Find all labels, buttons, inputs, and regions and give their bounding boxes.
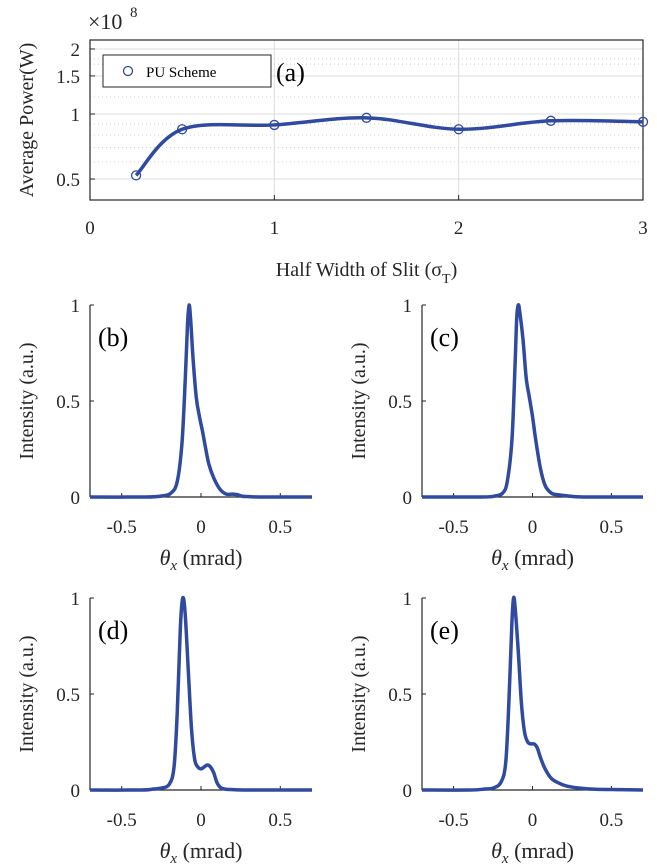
y-tick-label: 0: [71, 488, 81, 509]
panel-label: (b): [98, 323, 128, 352]
intensity-curve: [89, 595, 313, 792]
panel-e: -0.5 0 0.5 0 0.5 1 θx (mrad) Intensity (a.u.) (e…: [348, 589, 644, 867]
panel-d: -0.5 0 0.5 0 0.5 1 θx (mrad) Intensity (a.u.) (d…: [16, 589, 313, 867]
legend-marker: [122, 65, 134, 77]
x-tick-label: 0.5: [600, 810, 624, 831]
x-axis-label-unit: (mrad): [177, 838, 242, 863]
intensity-curve: [421, 303, 644, 499]
y-tick-label: 0: [403, 781, 413, 802]
panel-label: (e): [430, 616, 459, 645]
x-tick-label: -0.5: [107, 517, 137, 538]
x-tick-label: 0: [85, 218, 95, 239]
y-tick-label: 0.5: [56, 170, 80, 191]
panel-label-a: (a): [276, 58, 305, 87]
y-tick-label: 0.5: [388, 685, 412, 706]
data-point-marker: [637, 116, 649, 127]
panel-c: -0.5 0 0.5 0 0.5 1 θx (mrad) Intensity (a.u.) (c…: [348, 296, 644, 574]
x-tick-label: 0: [528, 810, 538, 831]
axis-exponent-power: 8: [130, 5, 138, 21]
x-axis-label-unit: (mrad): [509, 838, 574, 863]
x-axis-label-sub: x: [169, 851, 177, 867]
data-point-marker: [269, 119, 280, 131]
axes-box-a: [89, 39, 644, 201]
panel-label: (d): [98, 616, 128, 645]
data-point-marker: [177, 124, 188, 135]
x-axis-label-main: Half Width of Slit (σ: [276, 259, 442, 281]
x-axis-label-close: ): [451, 259, 458, 281]
y-tick-label: 1: [71, 105, 81, 126]
y-tick-label: 0.5: [56, 685, 80, 706]
x-tick-label: 0: [196, 517, 206, 538]
data-point-marker: [453, 124, 464, 135]
legend-box: [102, 54, 272, 88]
x-tick-label: -0.5: [439, 517, 469, 538]
x-axis-label-symbol: θ: [160, 545, 171, 570]
x-tick-label: 2: [454, 218, 464, 239]
y-axis-label: Intensity (a.u.): [348, 635, 370, 752]
panel-a: 0 1 2 3 0.5 1 1.5 2 ×10 8 Half Width of Slit (σT) A…: [16, 5, 649, 287]
x-axis-label: θx (mrad): [491, 545, 574, 574]
y-axis-label: Intensity (a.u.): [16, 635, 38, 752]
x-tick-label: 0: [196, 810, 206, 831]
x-axis-label-symbol: θ: [160, 838, 171, 863]
x-axis-label-unit: (mrad): [177, 545, 242, 570]
panel-label: (c): [430, 323, 459, 352]
x-axis-label: θx (mrad): [160, 545, 243, 574]
x-axis-label-sub: x: [501, 558, 509, 574]
y-tick-label: 0.5: [56, 392, 80, 413]
y-axis-label: Average Power(W): [16, 43, 38, 198]
series-line-pu-scheme: [134, 116, 644, 177]
x-tick-label: 0.5: [600, 517, 624, 538]
data-point-marker: [130, 170, 142, 181]
x-tick-label: -0.5: [107, 810, 137, 831]
x-axis-label-symbol: θ: [491, 838, 502, 863]
legend-label: PU Scheme: [146, 65, 217, 81]
y-tick-label: 0: [71, 781, 81, 802]
intensity-curve: [89, 303, 313, 499]
y-tick-label: 0: [403, 488, 413, 509]
intensity-curve: [421, 595, 644, 792]
x-axis-label: θx (mrad): [491, 838, 574, 867]
y-axis-label: Intensity (a.u.): [348, 342, 370, 459]
x-tick-label: 1: [270, 218, 280, 239]
x-tick-label: 3: [638, 218, 648, 239]
x-axis-label: θx (mrad): [160, 838, 243, 867]
x-axis-label-sub: x: [169, 558, 177, 574]
x-axis-label-sub: T: [442, 272, 451, 287]
panel-b: -0.5 0 0.5 0 0.5 1 θx (mrad) Intensity (a.u.) (b…: [16, 296, 313, 574]
y-tick-label: 1: [403, 296, 413, 317]
x-tick-label: 0.5: [268, 810, 292, 831]
y-axis-label: Intensity (a.u.): [16, 342, 38, 459]
data-point-marker: [545, 115, 556, 126]
x-axis-label: Half Width of Slit (σT): [276, 259, 458, 287]
y-tick-label: 0.5: [388, 392, 412, 413]
y-tick-label: 1: [403, 589, 413, 610]
x-axis-label-symbol: θ: [491, 545, 502, 570]
y-tick-label: 1: [71, 589, 81, 610]
data-point-marker: [361, 112, 372, 123]
x-axis-label-sub: x: [501, 851, 509, 867]
y-tick-label: 1: [71, 296, 81, 317]
x-tick-label: 0.5: [268, 517, 292, 538]
x-axis-label-unit: (mrad): [509, 545, 574, 570]
y-tick-label: 1.5: [56, 67, 80, 88]
x-tick-label: -0.5: [439, 810, 469, 831]
y-tick-label: 2: [71, 40, 81, 61]
axis-exponent-label: ×10: [88, 9, 122, 34]
x-tick-label: 0: [528, 517, 538, 538]
